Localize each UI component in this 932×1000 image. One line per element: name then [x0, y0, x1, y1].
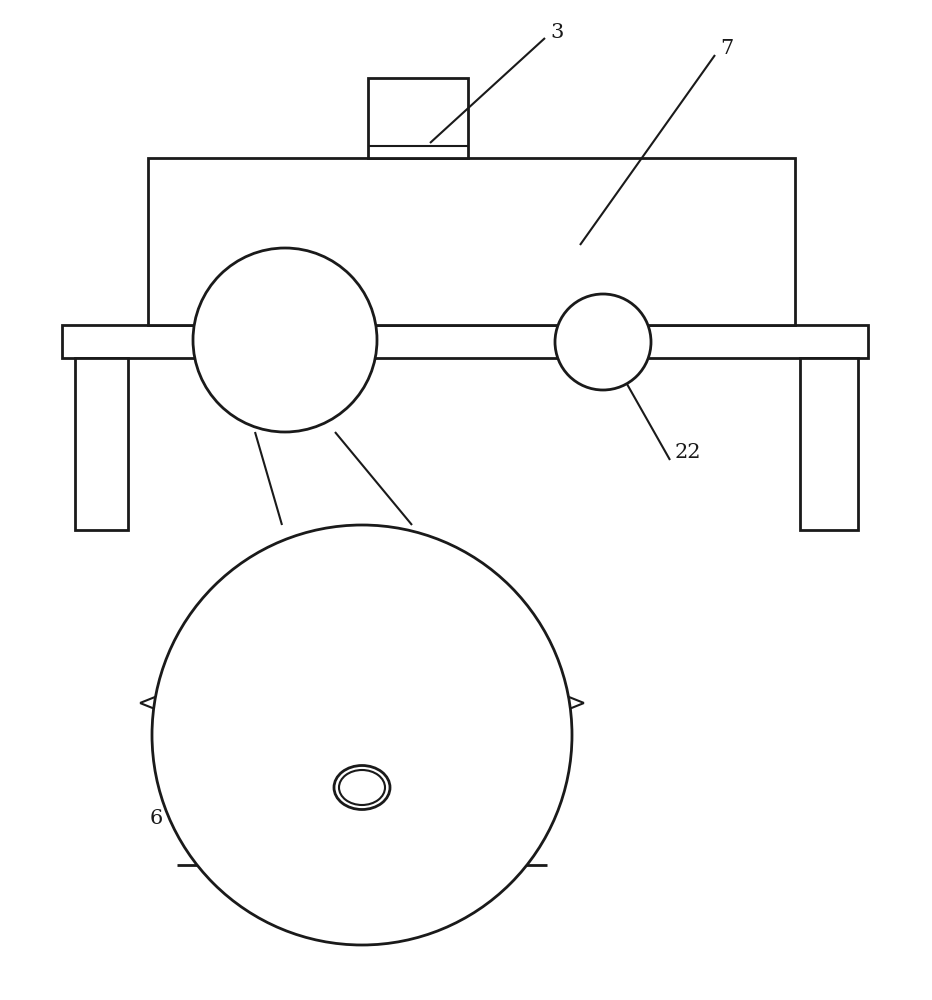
Bar: [75, 358, 128, 530]
Circle shape: [276, 355, 290, 369]
Circle shape: [555, 294, 651, 390]
Bar: [62, 325, 868, 358]
Bar: [148, 158, 795, 325]
Circle shape: [599, 338, 607, 346]
Ellipse shape: [339, 770, 385, 805]
Circle shape: [152, 525, 572, 945]
Text: 22: 22: [675, 444, 702, 462]
Bar: [302, 773, 422, 798]
Bar: [368, 78, 468, 158]
Circle shape: [589, 328, 617, 356]
Text: 2: 2: [466, 865, 479, 884]
Text: 6: 6: [150, 808, 163, 828]
Ellipse shape: [334, 766, 390, 810]
Text: 7: 7: [720, 38, 733, 57]
Circle shape: [280, 359, 286, 365]
Text: 3: 3: [550, 22, 563, 41]
Bar: [800, 358, 858, 530]
Circle shape: [193, 248, 377, 432]
